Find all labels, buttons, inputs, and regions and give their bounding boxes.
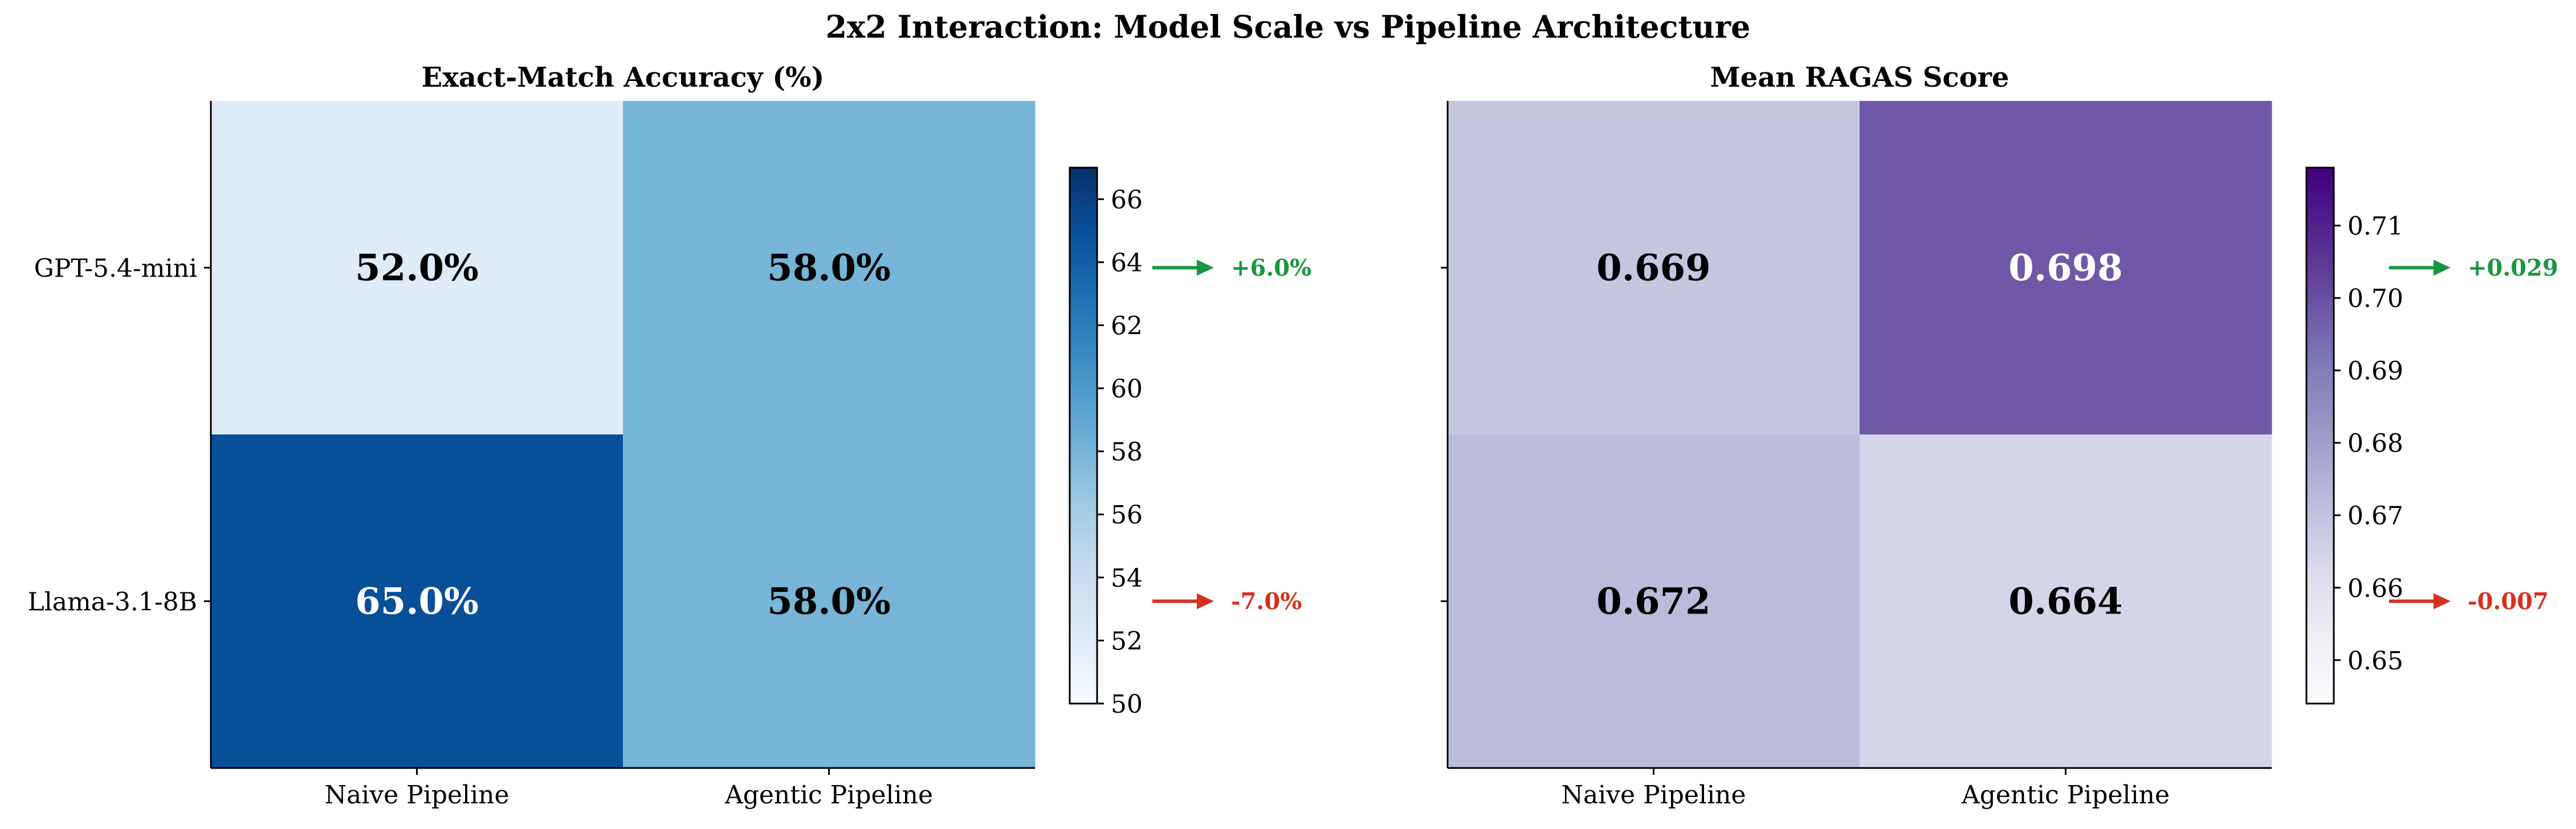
delta-label: +6.0%	[1231, 255, 1311, 282]
delta-label: +0.029	[2468, 255, 2558, 282]
cell-value-label: 58.0%	[767, 247, 891, 290]
delta-arrow-icon	[1197, 259, 1214, 276]
colorbar	[1069, 166, 1098, 705]
heatmap-cell	[1860, 434, 2272, 769]
colorbar-tick-label: 0.69	[2347, 357, 2403, 386]
colorbar-tick-label: 60	[1111, 375, 1143, 404]
column-label: Naive Pipeline	[1561, 781, 1746, 810]
colorbar-tick-label: 64	[1111, 249, 1143, 278]
cell-value-label: 0.672	[1596, 580, 1710, 623]
heatmap-cell	[211, 434, 623, 769]
colorbar-tick-label: 58	[1111, 438, 1143, 467]
colorbar-tick-label: 0.70	[2347, 285, 2403, 314]
heatmap-cell	[1860, 101, 2272, 435]
panel-title: Mean RAGAS Score	[1710, 62, 2010, 94]
colorbar-tick-label: 50	[1111, 690, 1143, 719]
panel-title: Exact-Match Accuracy (%)	[422, 62, 825, 94]
cell-value-label: 65.0%	[355, 580, 479, 623]
heatmap-cell	[211, 101, 623, 435]
cell-value-label: 52.0%	[355, 247, 479, 290]
heatmap-cell	[623, 434, 1036, 769]
figure-title: 2x2 Interaction: Model Scale vs Pipeline…	[826, 9, 1751, 45]
colorbar-tick-label: 54	[1111, 564, 1143, 593]
cell-value-label: 0.669	[1596, 247, 1710, 290]
row-label: Llama-3.1-8B	[27, 588, 197, 617]
colorbar-tick-label: 56	[1111, 501, 1143, 530]
delta-arrow-icon	[2434, 259, 2451, 276]
delta-arrow-icon	[2434, 593, 2451, 609]
heatmap-panel-2: Mean RAGAS Score 0.669 0.698 0.672 0.664 Naiv…	[1441, 62, 2558, 810]
colorbar-tick-label: 52	[1111, 627, 1143, 656]
heatmap-cell	[623, 101, 1036, 435]
column-label: Naive Pipeline	[324, 781, 509, 810]
cell-value-label: 0.664	[2008, 580, 2122, 623]
heatmap-cell	[1448, 101, 1860, 435]
column-label: Agentic Pipeline	[1961, 781, 2170, 810]
heatmap-cell	[1448, 434, 1860, 769]
delta-label: -0.007	[2468, 588, 2549, 615]
row-label: GPT-5.4-mini	[34, 254, 197, 283]
colorbar-tick-label: 0.68	[2347, 429, 2403, 458]
colorbar-tick-label: 0.67	[2347, 502, 2403, 531]
delta-label: -7.0%	[1231, 588, 1302, 615]
colorbar-tick-label: 66	[1111, 185, 1143, 214]
colorbar-tick-label: 62	[1111, 311, 1143, 340]
colorbar-tick-label: 0.66	[2347, 574, 2403, 603]
delta-arrow-icon	[1197, 593, 1214, 609]
colorbar	[2305, 166, 2335, 705]
colorbar-tick-label: 0.71	[2347, 212, 2403, 241]
cell-value-label: 58.0%	[767, 580, 891, 623]
heatmap-panels: Exact-Match Accuracy (%) 52.0% 58.0% 65.0% 5…	[27, 62, 2558, 810]
cell-value-label: 0.698	[2008, 247, 2122, 290]
colorbar-tick-label: 0.65	[2347, 647, 2403, 676]
column-label: Agentic Pipeline	[724, 781, 933, 810]
heatmap-panel-1: Exact-Match Accuracy (%) 52.0% 58.0% 65.0% 5…	[27, 62, 1311, 810]
